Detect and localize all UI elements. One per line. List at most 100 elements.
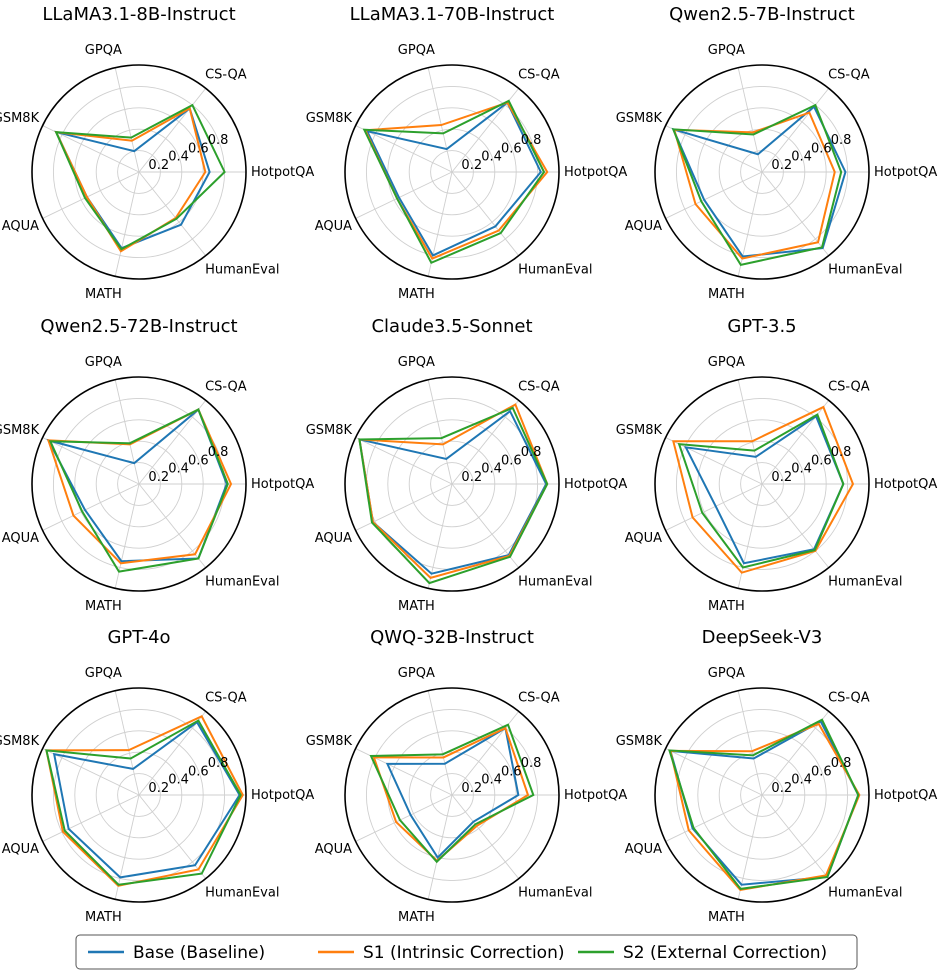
- axis-label: MATH: [398, 287, 435, 302]
- grid-spoke: [427, 67, 453, 173]
- grid-spoke: [665, 437, 763, 485]
- grid-spoke: [665, 483, 763, 531]
- radial-tick-label: 0.6: [188, 453, 209, 468]
- polar-frame: [31, 64, 247, 280]
- axis-label: GSM8K: [0, 423, 40, 438]
- axis-label: CS-QA: [828, 379, 870, 394]
- series-line: [672, 111, 836, 260]
- series-line: [362, 99, 546, 265]
- radial-tick-label: 0.4: [791, 150, 812, 165]
- axis-label: CS-QA: [518, 379, 560, 394]
- radial-tick-label: 0.2: [461, 781, 482, 796]
- series-line: [52, 720, 241, 879]
- grid-spoke: [737, 67, 763, 173]
- radial-tick-label: 0.8: [208, 445, 229, 460]
- radial-tick-label: 0.6: [811, 453, 832, 468]
- series-line: [669, 722, 861, 892]
- grid-spoke: [761, 88, 830, 173]
- axis-label: HumanEval: [518, 263, 592, 278]
- radial-tick-label: 0.6: [188, 141, 209, 156]
- grid-spoke: [138, 171, 207, 256]
- radial-tick-label: 0.4: [791, 462, 812, 477]
- polar-frame: [344, 687, 560, 903]
- series-line: [385, 726, 520, 860]
- grid-spoke: [427, 379, 453, 485]
- legend-label-s1: S1 (Intrinsic Correction): [363, 943, 565, 963]
- grid-spoke: [42, 794, 140, 842]
- series-line: [358, 406, 549, 585]
- radial-tick-label: 0.4: [791, 773, 812, 788]
- grid-spoke: [737, 794, 763, 900]
- axis-label: AQUA: [2, 531, 39, 546]
- axis-label: MATH: [85, 599, 122, 614]
- panel-title: LLaMA3.1-8B-Instruct: [42, 4, 235, 25]
- radar-panel: Qwen2.5-7B-Instruct 0.20.40.60.8 HotpotQA C…: [616, 4, 938, 302]
- radar-panel: GPT-3.5 0.20.40.60.8 HotpotQA CS-QA GPQA GSM8…: [616, 316, 938, 614]
- axis-label: HotpotQA: [874, 788, 937, 803]
- radial-tick-label: 0.4: [481, 773, 502, 788]
- grid-spoke: [42, 748, 140, 796]
- grid-spoke: [42, 437, 140, 485]
- axis-label: GSM8K: [616, 734, 663, 749]
- polar-frame: [31, 376, 247, 592]
- axis-label: MATH: [85, 910, 122, 925]
- panel-title: Claude3.5-Sonnet: [371, 316, 532, 337]
- grid-spoke: [761, 483, 830, 568]
- radial-tick-label: 0.8: [521, 445, 542, 460]
- axis-label: CS-QA: [828, 67, 870, 82]
- axis-label: CS-QA: [205, 690, 247, 705]
- axis-label: AQUA: [315, 531, 352, 546]
- axis-label: CS-QA: [518, 690, 560, 705]
- polar-frame: [31, 687, 247, 903]
- axis-label: HumanEval: [828, 886, 902, 901]
- grid-spoke: [427, 690, 453, 796]
- grid-spoke: [737, 379, 763, 485]
- axis-label: AQUA: [2, 219, 39, 234]
- radial-tick-label: 0.4: [481, 150, 502, 165]
- axis-label: HumanEval: [205, 886, 279, 901]
- series-line: [45, 715, 244, 887]
- axis-label: GSM8K: [306, 423, 353, 438]
- radar-panel: LLaMA3.1-8B-Instruct 0.20.40.60.8 HotpotQA…: [0, 4, 314, 302]
- radial-tick-label: 0.4: [168, 773, 189, 788]
- axis-label: GPQA: [398, 355, 435, 370]
- series-line: [671, 103, 843, 266]
- series-line: [369, 723, 535, 864]
- axis-label: GSM8K: [0, 111, 40, 126]
- grid-spoke: [665, 748, 763, 796]
- series-line: [48, 408, 229, 573]
- grid-spoke: [355, 125, 453, 173]
- grid-spoke: [451, 794, 520, 879]
- radial-tick-label: 0.2: [461, 470, 482, 485]
- grid-spoke: [114, 171, 140, 277]
- polar-frame: [344, 64, 560, 280]
- panel-title: Qwen2.5-7B-Instruct: [669, 4, 855, 25]
- radial-tick-label: 0.6: [811, 764, 832, 779]
- axis-label: MATH: [398, 599, 435, 614]
- series-line: [684, 414, 845, 565]
- axis-label: MATH: [85, 287, 122, 302]
- panel-title: QWQ-32B-Instruct: [370, 627, 534, 648]
- radial-tick-label: 0.8: [208, 756, 229, 771]
- axis-label: GPQA: [398, 666, 435, 681]
- series-line: [365, 101, 542, 257]
- grid-spoke: [42, 483, 140, 531]
- axis-label: MATH: [708, 599, 745, 614]
- radial-tick-label: 0.8: [208, 133, 229, 148]
- radial-tick-label: 0.8: [831, 445, 852, 460]
- axis-label: CS-QA: [205, 67, 247, 82]
- series-line: [358, 409, 548, 575]
- panel-title: GPT-4o: [107, 627, 170, 648]
- radial-tick-label: 0.2: [148, 470, 169, 485]
- series-line: [672, 405, 855, 574]
- grid-spoke: [665, 125, 763, 173]
- legend: Base (Baseline) S1 (Intrinsic Correction…: [75, 934, 858, 970]
- grid-spoke: [114, 379, 140, 485]
- radial-tick-label: 0.6: [188, 764, 209, 779]
- radial-tick-label: 0.6: [811, 141, 832, 156]
- axis-label: CS-QA: [205, 379, 247, 394]
- polar-frame: [654, 376, 870, 592]
- axis-label: HumanEval: [205, 575, 279, 590]
- series-line: [677, 413, 845, 569]
- axis-label: GPQA: [85, 355, 122, 370]
